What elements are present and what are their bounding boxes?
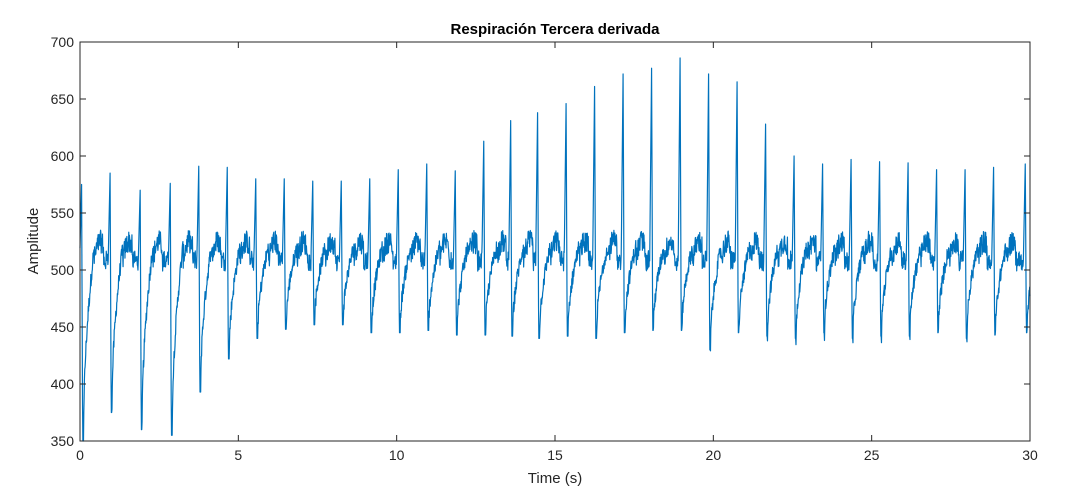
x-tick-label: 20	[706, 447, 722, 463]
chart-title: Respiración Tercera derivada	[451, 21, 661, 38]
x-tick-label: 30	[1022, 447, 1038, 463]
axis-ticks: 0 5 10 15 20 25 30 350 400 450 500 550 600 650 700	[51, 34, 1038, 463]
x-tick-label: 0	[76, 447, 84, 463]
y-tick-label: 700	[51, 34, 75, 50]
y-tick-label: 400	[51, 376, 75, 392]
x-tick-label: 25	[864, 447, 880, 463]
signal-line-layer	[79, 57, 1031, 442]
y-tick-label: 450	[51, 319, 75, 335]
y-tick-label: 500	[51, 262, 75, 278]
y-tick-label: 600	[51, 148, 75, 164]
y-tick-label: 350	[51, 433, 75, 449]
x-tick-label: 15	[547, 447, 563, 463]
x-tick-label: 5	[234, 447, 242, 463]
x-axis-label: Time (s)	[528, 470, 582, 487]
signal-line	[79, 57, 1031, 442]
x-tick-label: 10	[389, 447, 405, 463]
y-tick-label: 550	[51, 205, 75, 221]
y-axis-label: Amplitude	[25, 208, 42, 275]
y-tick-label: 650	[51, 91, 75, 107]
